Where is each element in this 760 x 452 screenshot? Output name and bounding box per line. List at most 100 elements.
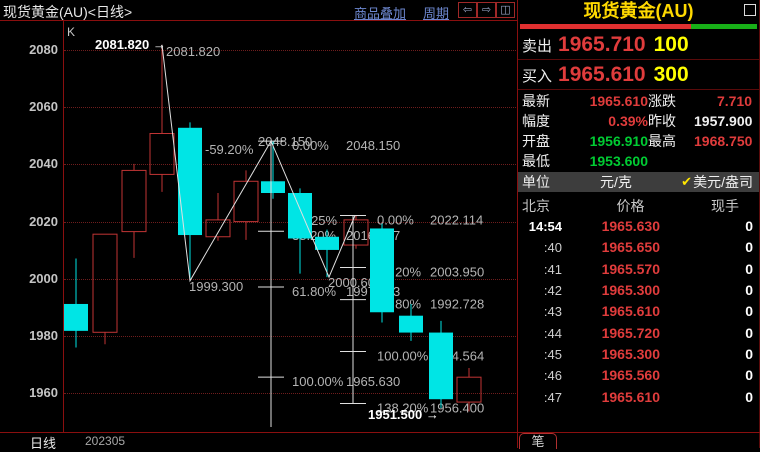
tick-volume: 0 [745, 239, 753, 256]
gridline [64, 50, 516, 51]
unit-option-usd-ounce[interactable]: 美元/盎司 [693, 174, 753, 190]
tab-tick[interactable]: 笔 [519, 433, 557, 449]
chart-label: 138.20% [377, 400, 429, 415]
buy-price: 1965.610 [558, 63, 646, 86]
tick-time: 14:54 [528, 219, 562, 234]
chart-label: 2048.150 [346, 138, 400, 153]
tick-time: :45 [543, 347, 562, 363]
chart-label: 1999.300 [189, 279, 243, 294]
tick-price: 1965.570 [601, 260, 660, 277]
last-value: 1965.610 [589, 93, 648, 109]
divider [518, 89, 759, 90]
buy-row: 买入 1965.610 300 [518, 60, 759, 89]
candle-body [399, 315, 423, 333]
tick-time: :44 [543, 325, 562, 341]
tick-row: :44 1965.720 0 [518, 323, 759, 344]
unit-selector-row: 单位 元/克 ✔ 美元/盎司 [518, 172, 759, 192]
quote-row: 最新 1965.610 涨跌 7.710 [518, 91, 759, 111]
chart-label: 2000.600 [328, 275, 382, 290]
chart-label: 100.00% [377, 349, 429, 364]
tick-row: :40 1965.650 0 [518, 237, 759, 258]
high-label: 最高 [648, 133, 676, 149]
chart-label: -59.20% [205, 142, 254, 157]
chart-label: 2081.820 [166, 44, 220, 59]
low-value: 1953.600 [589, 153, 648, 169]
tick-table-header: 北京 价格 现手 [518, 196, 759, 216]
tick-row: 14:54 1965.630 0 [518, 216, 759, 237]
tick-row: :45 1965.300 0 [518, 344, 759, 365]
pane-divider [517, 0, 518, 448]
open-label: 开盘 [522, 133, 550, 149]
gridline [64, 278, 516, 280]
tick-time: :43 [543, 304, 562, 320]
prev-close-value: 1957.900 [694, 113, 753, 129]
tick-price: 1965.630 [601, 218, 660, 234]
chart-label: 2022.114 [430, 213, 483, 228]
col-volume: 现手 [711, 198, 739, 214]
sell-row: 卖出 1965.710 100 [518, 30, 759, 59]
x-axis-line [0, 432, 760, 433]
tick-time: :46 [543, 368, 562, 384]
chart-label: 1951.500 → [368, 407, 439, 422]
sell-strength-segment [520, 24, 691, 29]
buy-qty: 300 [653, 63, 689, 86]
chart-label: 0.00% [377, 213, 414, 228]
chart-canvas[interactable]: 0.00%2048.15038.20%2016.62761.80%1997.15… [0, 0, 517, 448]
back-arrow-icon[interactable]: ⇦ [458, 2, 477, 18]
tick-volume: 0 [745, 324, 753, 341]
candle-body [178, 127, 202, 236]
open-value: 1956.910 [589, 133, 648, 149]
tick-volume: 0 [745, 282, 753, 299]
tick-time: :40 [543, 240, 562, 256]
chart-title: 现货黄金(AU)<日线> [3, 4, 133, 20]
tick-volume: 0 [745, 260, 753, 277]
strength-bar [520, 24, 757, 29]
chart-label: 1956.400 [430, 400, 484, 415]
split-window-icon[interactable]: ◫ [496, 2, 515, 18]
y-axis-line [63, 21, 64, 432]
chart-corner-label: K [67, 25, 76, 39]
check-icon[interactable]: ✔ [681, 174, 692, 189]
instrument-title: 现货黄金(AU) [583, 1, 694, 21]
y-axis-tick: 1980 [29, 328, 58, 343]
candle-body [429, 332, 453, 400]
tick-price: 1965.300 [601, 346, 660, 363]
timeframe-label: 日线 [30, 436, 57, 451]
candle-body [261, 181, 285, 193]
change-label: 涨跌 [648, 93, 676, 109]
gridline [64, 164, 516, 166]
quote-row: 开盘 1956.910 最高 1968.750 [518, 131, 759, 151]
high-value: 1968.750 [694, 133, 753, 149]
tick-volume: 0 [745, 346, 753, 363]
forward-arrow-icon[interactable]: ⇨ [477, 2, 496, 18]
chart-label: 2003.950 [430, 265, 484, 280]
candle-body [288, 193, 312, 239]
tick-row: :42 1965.300 0 [518, 280, 759, 301]
tick-price: 1965.720 [601, 324, 660, 341]
chart-label: 100.00% [292, 374, 344, 389]
period-link[interactable]: 周期 [423, 6, 450, 21]
prev-close-label: 昨收 [648, 113, 676, 129]
col-price: 价格 [616, 198, 645, 214]
range-label: 幅度 [522, 113, 550, 129]
tick-volume: 0 [745, 303, 753, 320]
tick-time: :47 [543, 389, 562, 405]
restore-window-icon[interactable] [744, 4, 756, 16]
tick-price: 1965.300 [601, 282, 660, 299]
candle-body [205, 219, 231, 238]
overlay-link[interactable]: 商品叠加 [354, 6, 407, 21]
tick-volume: 0 [745, 388, 753, 405]
buy-strength-segment [690, 24, 757, 29]
unit-option-yuan-gram[interactable]: 元/克 [600, 174, 632, 190]
y-axis-tick: 2080 [29, 42, 58, 57]
buy-label: 买入 [522, 68, 553, 85]
tick-row: :46 1965.560 0 [518, 365, 759, 386]
last-label: 最新 [522, 93, 550, 109]
candlestick-chart[interactable]: K 2080 2060 2040 2020 2000 1980 1960 0.00% 2048… [0, 21, 517, 432]
x-axis-label: 202305 [85, 434, 126, 448]
tick-row: :43 1965.610 0 [518, 301, 759, 322]
chart-label: 1992.728 [430, 297, 484, 312]
y-axis-tick: 2000 [29, 270, 58, 286]
y-axis-tick: 1960 [29, 385, 58, 401]
